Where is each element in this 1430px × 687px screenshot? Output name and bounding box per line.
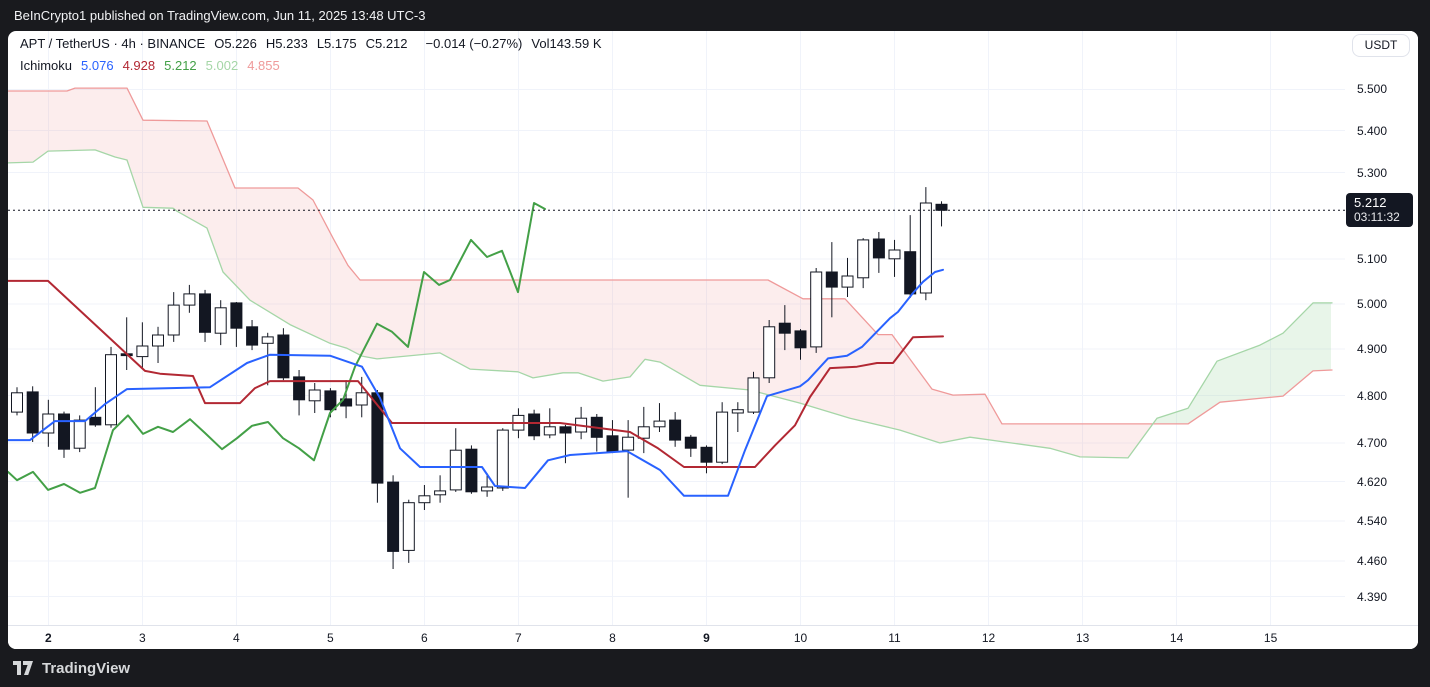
ichimoku-cloud [1154, 302, 1331, 424]
price-axis-label: 4.700 [1357, 436, 1388, 450]
attribution-bar: BeInCrypto1 published on TradingView.com… [0, 0, 1430, 31]
chart-plot-area[interactable] [8, 31, 1345, 625]
time-axis[interactable]: 2 3 4 5 6 7 8 9 10 11 12 13 14 15 [8, 625, 1418, 649]
time-axis-label: 5 [327, 631, 334, 645]
price-axis-label: 5.300 [1357, 165, 1388, 180]
price-axis-label: 5.100 [1357, 252, 1388, 267]
attribution-text: BeInCrypto1 published on TradingView.com… [14, 8, 426, 23]
time-axis-label: 9 [703, 631, 710, 645]
time-axis-label: 7 [515, 631, 522, 645]
price-axis-label: 4.460 [1357, 553, 1388, 568]
price-axis-label: 4.620 [1357, 474, 1388, 489]
time-axis-label: 13 [1075, 631, 1090, 645]
time-axis-label: 3 [139, 631, 146, 645]
tradingview-logo-icon [13, 661, 33, 675]
time-axis-label: 15 [1263, 631, 1278, 645]
price-axis[interactable]: USDT 5.212 03:11:32 5.500 5.400 5.300 5.100… [1345, 31, 1418, 625]
time-axis-label: 12 [981, 631, 996, 645]
footer-bar: TradingView [0, 649, 1430, 687]
last-price-value: 5.212 [1354, 195, 1387, 211]
currency-toggle-button[interactable]: USDT [1352, 34, 1410, 57]
time-axis-label: 4 [233, 631, 240, 645]
time-axis-label: 10 [793, 631, 808, 645]
time-axis-label: 14 [1169, 631, 1184, 645]
price-axis-label: 4.540 [1357, 513, 1388, 528]
ichimoku-cloud [8, 88, 1154, 458]
price-axis-label: 4.390 [1357, 589, 1388, 604]
last-price-badge: 5.212 03:11:32 [1346, 193, 1413, 228]
price-axis-label: 4.900 [1357, 342, 1388, 357]
chart-panel: APT / TetherUS · 4h · BINANCE O5.226 H5.23… [8, 31, 1418, 649]
time-axis-label: 6 [421, 631, 428, 645]
tradingview-brand: TradingView [42, 659, 131, 677]
price-axis-label: 5.000 [1357, 296, 1388, 311]
time-axis-label: 2 [44, 631, 52, 645]
price-axis-label: 5.500 [1357, 82, 1388, 97]
price-axis-label: 5.400 [1357, 123, 1388, 138]
price-axis-label: 4.800 [1357, 388, 1388, 403]
time-axis-label: 8 [609, 631, 616, 645]
bar-countdown: 03:11:32 [1354, 210, 1400, 225]
time-axis-label: 11 [888, 631, 901, 645]
